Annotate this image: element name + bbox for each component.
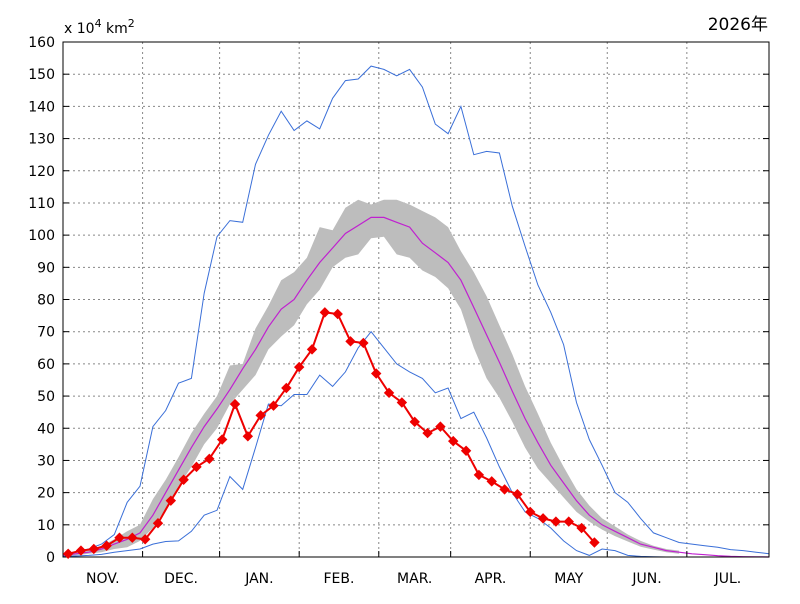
current-year-point <box>216 434 228 445</box>
y-unit-text: x 104 km2 <box>64 17 135 37</box>
current-year-point <box>525 506 536 518</box>
current-year-point <box>204 453 215 465</box>
y-tick-label: 10 <box>37 518 55 534</box>
y-tick-label: 160 <box>28 35 55 51</box>
current-year-point <box>293 361 305 373</box>
current-year-point <box>152 517 164 529</box>
y-tick-label: 120 <box>28 164 55 180</box>
current-year-point <box>576 522 587 534</box>
current-year-point <box>499 484 510 495</box>
y-tick-label: 90 <box>37 260 55 276</box>
current-year-point <box>268 400 279 411</box>
month-label: JUN. <box>631 571 661 587</box>
current-year-point <box>319 307 331 318</box>
current-year-point <box>88 543 100 555</box>
current-year-point <box>473 469 485 481</box>
y-tick-label: 150 <box>28 67 55 83</box>
current-year-point <box>512 489 523 500</box>
y-tick-label: 0 <box>46 550 55 566</box>
mean-extent-line <box>62 216 770 558</box>
y-tick-label: 110 <box>28 196 55 212</box>
current-year-point <box>127 532 138 543</box>
y-tick-label: 40 <box>37 421 55 437</box>
current-year-point <box>114 532 125 543</box>
current-year-point <box>358 337 369 349</box>
y-tick-label: 30 <box>37 453 55 469</box>
current-year-point <box>563 516 574 527</box>
current-year-point <box>409 416 420 428</box>
y-tick-label: 20 <box>37 486 55 502</box>
current-year-point <box>281 382 292 394</box>
x-axis-month-labels: NOV. DEC. JAN. FEB. MAR. APR. MAY JUN. JUL. <box>86 551 741 587</box>
current-year-point <box>178 474 189 485</box>
month-label: JUL. <box>714 571 742 587</box>
month-label: NOV. <box>86 571 119 587</box>
current-year-markers <box>62 307 600 559</box>
min-extent-line <box>62 330 769 558</box>
current-year-point <box>139 534 151 545</box>
current-year-point <box>383 387 395 399</box>
y-tick-label: 140 <box>28 99 55 115</box>
y-tick-label: 100 <box>28 228 55 244</box>
current-year-point <box>229 398 241 410</box>
current-year-point <box>370 368 382 379</box>
max-extent-line <box>62 65 770 555</box>
current-year-point <box>589 537 600 548</box>
current-year-point <box>255 410 266 421</box>
current-year-point <box>332 308 343 320</box>
y-axis-ticks: 0 10 20 30 40 50 60 70 80 90 100 110 120 130 140 150 160 <box>28 35 769 566</box>
y-unit-label: x 104 km2 <box>64 17 135 37</box>
current-year-point <box>75 545 87 556</box>
month-label: MAY <box>554 571 584 587</box>
y-tick-label: 60 <box>37 357 55 373</box>
current-year-point <box>448 435 459 447</box>
current-year-point <box>101 540 112 551</box>
current-year-point <box>191 461 202 473</box>
current-year-point <box>62 548 74 559</box>
y-tick-label: 70 <box>37 325 55 341</box>
month-label: JAN. <box>244 571 273 587</box>
month-label: DEC. <box>164 571 198 587</box>
month-label: MAR. <box>397 571 432 587</box>
current-year-point <box>345 336 356 347</box>
current-year-point <box>460 445 472 456</box>
current-year-point <box>486 476 497 487</box>
y-tick-label: 130 <box>28 132 55 148</box>
normal-range-area <box>63 199 680 556</box>
current-year-point <box>550 516 562 527</box>
y-tick-label: 50 <box>37 389 55 405</box>
current-year-point <box>242 431 254 442</box>
normal-range-band <box>63 199 680 556</box>
current-year-point <box>306 344 318 355</box>
current-year-point <box>422 427 433 439</box>
month-label: APR. <box>475 571 507 587</box>
current-year-point <box>396 397 408 408</box>
current-year-point <box>537 513 549 524</box>
y-tick-label: 80 <box>37 293 55 309</box>
month-label: FEB. <box>324 571 355 587</box>
current-year-point <box>165 495 177 506</box>
year-label: 2026年 <box>708 15 768 35</box>
current-year-point <box>435 421 446 432</box>
